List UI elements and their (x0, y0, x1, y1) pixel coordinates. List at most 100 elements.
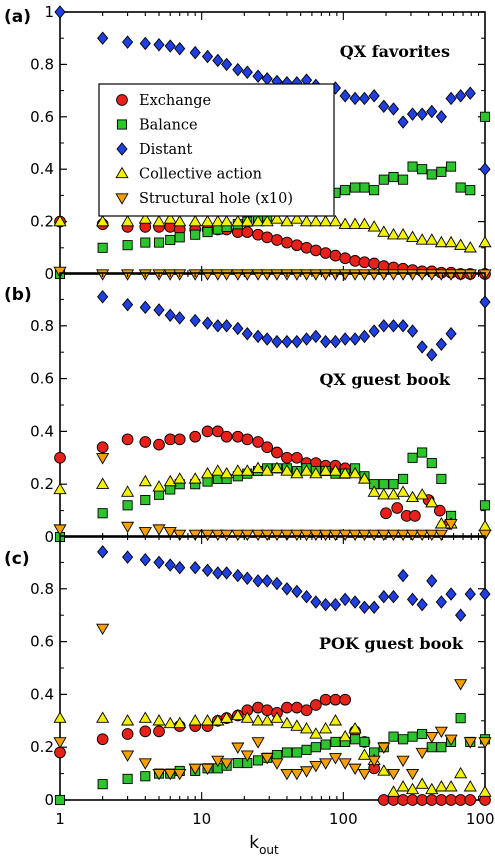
marker-exchange (271, 234, 283, 246)
panel-title: QX favorites (340, 42, 450, 61)
marker-distant (261, 574, 273, 588)
marker-distant (406, 592, 419, 607)
marker-distant (232, 321, 244, 336)
marker-exchange (261, 704, 274, 717)
marker-distant (320, 334, 332, 349)
marker-exchange (211, 425, 224, 438)
marker-balance (271, 750, 283, 761)
marker-distant (139, 36, 151, 51)
marker-distant (349, 91, 361, 106)
marker-balance (436, 742, 447, 753)
marker-collective-action (367, 220, 381, 232)
marker-structural-hole-x10 (396, 755, 410, 768)
marker-structural-hole-x10 (220, 529, 234, 542)
marker-collective-action (425, 495, 439, 508)
marker-exchange (96, 733, 109, 746)
marker-structural-hole-x10 (478, 737, 492, 749)
y-tick-label: 0.8 (30, 580, 54, 598)
marker-exchange (291, 239, 303, 252)
marker-structural-hole-x10 (386, 768, 401, 781)
marker-exchange (54, 451, 66, 464)
marker-collective-action (425, 782, 439, 795)
marker-structural-hole-x10 (260, 529, 274, 542)
x-axis-label-subscript: out (259, 843, 279, 857)
marker-exchange (54, 746, 66, 759)
panel-title: POK guest book (319, 634, 464, 653)
marker-distant (221, 57, 233, 72)
marker-balance (378, 479, 389, 490)
marker-structural-hole-x10 (96, 623, 110, 636)
panel-letter: (c) (4, 549, 30, 569)
marker-structural-hole-x10 (188, 529, 202, 542)
marker-balance (398, 734, 409, 745)
marker-distant (397, 319, 409, 333)
marker-exchange (261, 441, 274, 454)
marker-structural-hole-x10 (386, 529, 401, 542)
marker-structural-hole-x10 (348, 763, 362, 776)
marker-collective-action (338, 217, 352, 229)
marker-distant (378, 319, 390, 333)
panel-a: 0 0.2 0.4 0.6 0.8 1 (a) QX favorites Exchange Bal… (4, 3, 492, 283)
marker-collective-action (396, 780, 410, 792)
marker-structural-hole-x10 (251, 737, 265, 749)
marker-distant (329, 597, 342, 612)
marker-exchange (189, 430, 202, 443)
marker-collective-action (260, 714, 274, 726)
marker-collective-action (280, 716, 294, 729)
marker-distant (271, 576, 283, 591)
marker-structural-hole-x10 (200, 763, 215, 776)
y-tick-label: 0.8 (30, 55, 54, 73)
marker-collective-action (309, 466, 323, 479)
marker-collective-action (434, 517, 448, 529)
marker-collective-action (454, 238, 468, 250)
marker-balance (465, 185, 476, 196)
marker-distant (416, 107, 428, 121)
marker-distant (291, 334, 303, 349)
marker-collective-action (200, 214, 215, 227)
marker-distant (445, 91, 457, 106)
marker-distant (339, 89, 351, 103)
marker-balance (426, 742, 437, 753)
marker-exchange (368, 257, 380, 270)
marker-structural-hole-x10 (163, 527, 177, 539)
marker-distant (122, 297, 134, 312)
marker-distant (479, 295, 491, 309)
marker-collective-action (240, 464, 254, 476)
marker-balance (436, 473, 447, 484)
series-structural-hole-x10 (53, 453, 492, 542)
marker-structural-hole-x10 (328, 529, 343, 542)
marker-collective-action (434, 235, 448, 248)
x-axis-label-main: k (249, 833, 259, 853)
marker-distant (54, 5, 66, 19)
marker-collective-action (260, 464, 274, 476)
marker-collective-action (357, 748, 372, 760)
marker-structural-hole-x10 (290, 768, 304, 781)
marker-exchange (271, 446, 283, 459)
y-tick-label: 0.4 (30, 685, 54, 703)
marker-collective-action (220, 214, 234, 227)
marker-distant (300, 332, 313, 346)
marker-structural-hole-x10 (152, 524, 166, 536)
y-tick-label: 0.6 (30, 108, 54, 126)
marker-exchange (329, 249, 342, 262)
y-tick-label: 0.2 (30, 738, 54, 756)
marker-structural-hole-x10 (240, 750, 254, 762)
marker-distant (232, 568, 244, 583)
panel-b: 0 0.2 0.4 0.6 0.8 (b) QX guest book (4, 272, 492, 546)
marker-distant (368, 600, 380, 614)
marker-collective-action (152, 480, 166, 492)
marker-distant (479, 162, 491, 176)
marker-structural-hole-x10 (444, 734, 458, 746)
marker-distant (281, 582, 293, 596)
marker-structural-hole-x10 (434, 726, 448, 739)
marker-distant (397, 115, 409, 129)
marker-distant (406, 324, 419, 338)
marker-collective-action (163, 474, 177, 487)
marker-collective-action (188, 214, 202, 227)
marker-structural-hole-x10 (260, 753, 274, 765)
marker-distant (221, 566, 233, 580)
marker-balance (455, 713, 466, 724)
marker-balance (479, 500, 491, 511)
marker-distant (358, 600, 371, 614)
marker-collective-action (478, 235, 492, 248)
